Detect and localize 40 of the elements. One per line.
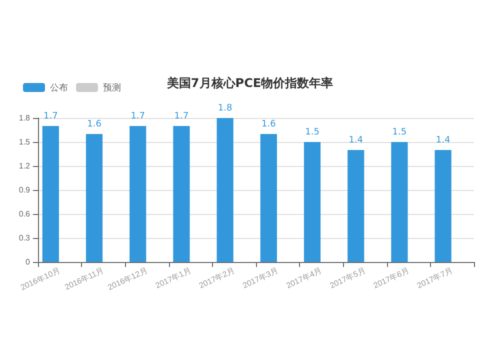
x-tick-label: 2017年1月 <box>154 266 193 290</box>
legend-label: 预测 <box>103 82 121 92</box>
x-tick-label: 2016年10月 <box>19 266 62 292</box>
bar <box>391 142 408 262</box>
data-label: 1.5 <box>392 128 407 138</box>
y-tick-label: 0.9 <box>18 186 31 194</box>
x-tick-label: 2017年2月 <box>198 266 236 290</box>
x-tick-label: 2016年12月 <box>106 266 149 292</box>
data-label: 1.4 <box>436 136 450 146</box>
legend-label: 公布 <box>50 82 68 92</box>
bar <box>216 118 234 262</box>
y-tick-label: 1.8 <box>18 114 31 122</box>
bar <box>130 126 146 262</box>
x-tick-label: 2017年3月 <box>241 266 280 290</box>
x-tick-label: 2017年7月 <box>416 266 454 290</box>
bar <box>434 150 452 262</box>
data-label: 1.6 <box>87 120 102 130</box>
x-tick-label: 2017年5月 <box>328 266 367 290</box>
bar <box>348 150 364 262</box>
x-tick-label: 2017年6月 <box>372 266 411 290</box>
data-label: 1.7 <box>130 112 146 122</box>
y-tick-label: 0.6 <box>18 210 31 218</box>
y-tick-label: 0.3 <box>18 234 31 242</box>
data-label: 1.5 <box>305 128 320 138</box>
x-tick-label: 2017年4月 <box>284 266 324 290</box>
data-label: 1.4 <box>348 136 364 146</box>
data-label: 1.6 <box>262 120 276 130</box>
y-tick-label: 1.5 <box>18 138 31 146</box>
data-label: 1.7 <box>174 112 189 122</box>
bar <box>86 134 103 262</box>
bar <box>260 134 277 262</box>
bar <box>42 126 59 262</box>
bar <box>173 126 190 262</box>
y-tick-label: 0 <box>26 258 31 266</box>
chart-title: 美国7月核心PCE物价指数年率 <box>166 76 334 90</box>
bar <box>304 142 321 262</box>
data-label: 1.7 <box>44 112 58 122</box>
data-label: 1.8 <box>218 104 232 114</box>
y-tick-label: 1.2 <box>18 162 31 170</box>
x-tick-label: 2016年11月 <box>63 266 106 292</box>
